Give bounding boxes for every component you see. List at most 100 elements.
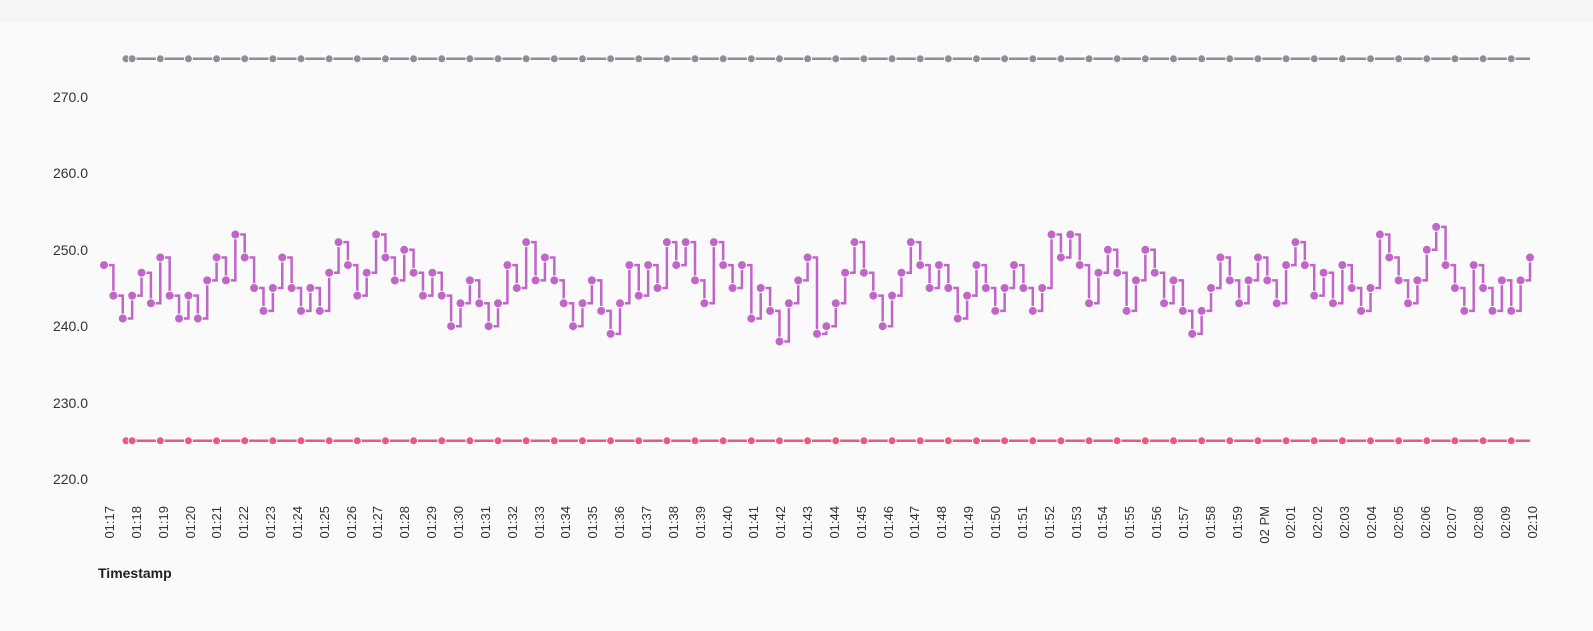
- upper-limit-point[interactable]: [1450, 54, 1460, 64]
- value-point[interactable]: [596, 305, 607, 316]
- value-point[interactable]: [1149, 267, 1160, 278]
- value-point[interactable]: [1243, 275, 1254, 286]
- value-point[interactable]: [690, 275, 701, 286]
- value-point[interactable]: [1449, 283, 1460, 293]
- value-point[interactable]: [1299, 260, 1310, 271]
- upper-limit-point[interactable]: [521, 54, 531, 64]
- value-point[interactable]: [577, 298, 588, 309]
- value-point[interactable]: [1065, 229, 1076, 240]
- upper-limit-point[interactable]: [1112, 54, 1122, 64]
- lower-limit-point[interactable]: [1000, 436, 1010, 446]
- lower-limit-point[interactable]: [1366, 436, 1376, 446]
- lower-limit-point[interactable]: [1281, 436, 1291, 446]
- lower-limit-point[interactable]: [549, 436, 559, 446]
- lower-limit-point[interactable]: [662, 436, 672, 446]
- value-point[interactable]: [202, 275, 213, 286]
- lower-limit-point[interactable]: [1506, 436, 1516, 446]
- upper-limit-point[interactable]: [212, 54, 222, 64]
- value-point[interactable]: [1168, 275, 1179, 286]
- upper-limit-point[interactable]: [155, 54, 165, 64]
- value-point[interactable]: [1468, 260, 1479, 271]
- value-point[interactable]: [1431, 221, 1442, 232]
- lower-limit-point[interactable]: [183, 436, 193, 446]
- value-point[interactable]: [249, 283, 260, 293]
- value-point[interactable]: [746, 313, 757, 324]
- value-point[interactable]: [849, 237, 860, 248]
- value-point[interactable]: [905, 237, 916, 248]
- lower-limit-point[interactable]: [1169, 436, 1178, 446]
- lower-limit-point[interactable]: [1253, 436, 1263, 446]
- value-point[interactable]: [558, 298, 569, 309]
- value-point[interactable]: [774, 336, 785, 347]
- value-point[interactable]: [1215, 252, 1226, 263]
- upper-limit-point[interactable]: [831, 54, 841, 64]
- value-point[interactable]: [539, 252, 550, 263]
- value-point[interactable]: [699, 298, 710, 309]
- upper-limit-point[interactable]: [549, 54, 559, 64]
- lower-limit-point[interactable]: [409, 436, 419, 446]
- value-point[interactable]: [333, 237, 344, 248]
- upper-limit-point[interactable]: [1028, 54, 1038, 64]
- value-point[interactable]: [220, 275, 231, 286]
- value-point[interactable]: [633, 290, 644, 301]
- lower-limit-point[interactable]: [127, 436, 137, 446]
- value-point[interactable]: [455, 298, 466, 309]
- lower-limit-point[interactable]: [1394, 436, 1404, 446]
- upper-limit-point[interactable]: [240, 54, 250, 64]
- value-point[interactable]: [708, 237, 719, 248]
- value-point[interactable]: [1159, 298, 1170, 309]
- value-point[interactable]: [680, 237, 691, 248]
- lower-limit-point[interactable]: [690, 436, 700, 446]
- value-point[interactable]: [511, 283, 522, 293]
- value-point[interactable]: [980, 283, 991, 293]
- lower-limit-point[interactable]: [915, 436, 925, 446]
- lower-limit-point[interactable]: [1478, 436, 1488, 446]
- lower-limit-point[interactable]: [1084, 436, 1094, 446]
- lower-limit-point[interactable]: [859, 436, 869, 446]
- lower-limit-point[interactable]: [803, 436, 813, 446]
- value-point[interactable]: [990, 305, 1001, 316]
- value-point[interactable]: [155, 252, 166, 263]
- value-point[interactable]: [1187, 328, 1198, 339]
- upper-limit-point[interactable]: [1056, 54, 1066, 64]
- lower-limit-point[interactable]: [521, 436, 531, 446]
- value-point[interactable]: [971, 260, 982, 271]
- upper-limit-point[interactable]: [1506, 54, 1516, 64]
- value-point[interactable]: [568, 321, 579, 332]
- value-point[interactable]: [1196, 305, 1207, 316]
- value-point[interactable]: [661, 237, 672, 248]
- value-point[interactable]: [1037, 283, 1048, 293]
- lower-limit-point[interactable]: [746, 436, 756, 446]
- upper-limit-point[interactable]: [1281, 54, 1291, 64]
- lower-limit-point[interactable]: [1337, 436, 1347, 446]
- value-point[interactable]: [1102, 244, 1113, 255]
- upper-limit-point[interactable]: [380, 54, 390, 64]
- upper-limit-point[interactable]: [1394, 54, 1404, 64]
- value-point[interactable]: [671, 260, 682, 271]
- upper-limit-point[interactable]: [1366, 54, 1376, 64]
- value-point[interactable]: [211, 252, 222, 263]
- value-point[interactable]: [417, 290, 428, 301]
- value-point[interactable]: [643, 260, 654, 271]
- value-point[interactable]: [1252, 252, 1263, 263]
- value-point[interactable]: [371, 229, 382, 240]
- value-point[interactable]: [1346, 283, 1357, 293]
- value-point[interactable]: [493, 298, 504, 309]
- value-point[interactable]: [783, 298, 794, 309]
- value-point[interactable]: [530, 275, 541, 286]
- value-point[interactable]: [1356, 305, 1367, 316]
- lower-limit-point[interactable]: [465, 436, 475, 446]
- value-point[interactable]: [793, 275, 804, 286]
- upper-limit-point[interactable]: [971, 54, 981, 64]
- upper-limit-point[interactable]: [493, 54, 503, 64]
- value-point[interactable]: [305, 283, 316, 293]
- lower-limit-point[interactable]: [943, 436, 953, 446]
- value-point[interactable]: [549, 275, 560, 286]
- value-point[interactable]: [1515, 275, 1526, 286]
- value-point[interactable]: [99, 260, 109, 271]
- value-point[interactable]: [943, 283, 954, 293]
- value-point[interactable]: [830, 298, 841, 309]
- value-point[interactable]: [1271, 298, 1282, 309]
- lower-limit-point[interactable]: [971, 436, 981, 446]
- value-point[interactable]: [652, 283, 663, 293]
